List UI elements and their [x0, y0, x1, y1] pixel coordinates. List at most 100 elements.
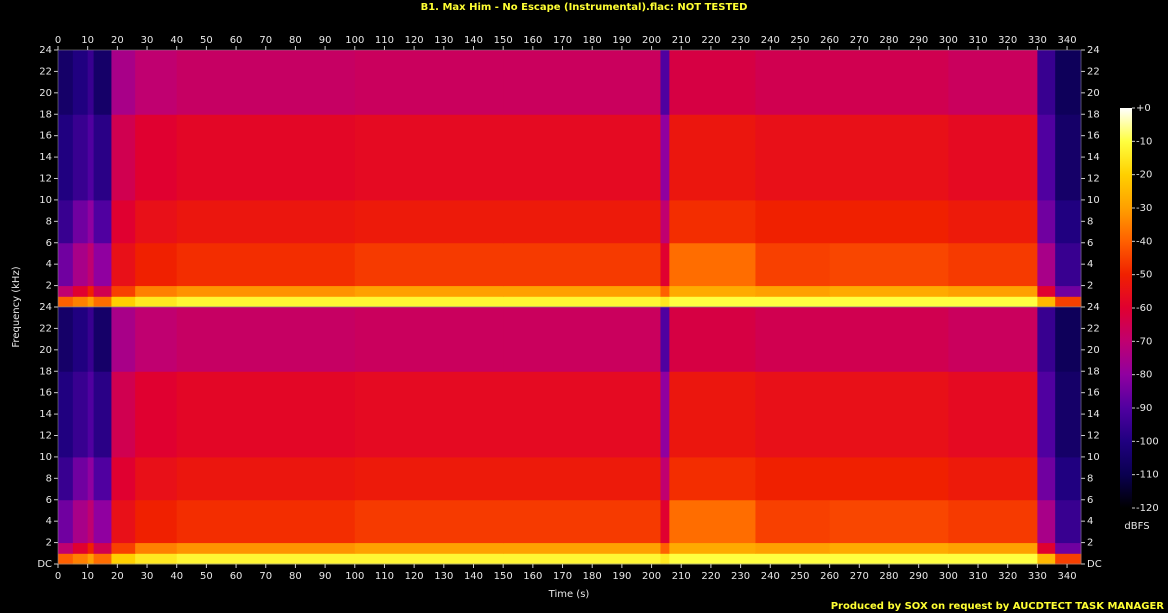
heatmap-cell	[755, 542, 831, 554]
heatmap-cell	[176, 371, 356, 458]
heatmap-cell	[660, 199, 670, 244]
heatmap-cell	[660, 50, 670, 115]
heatmap-cell	[93, 499, 112, 544]
colorbar-label: dBFS	[1124, 521, 1149, 532]
colorbar-tick-label: +0	[1136, 103, 1151, 114]
heatmap-cell	[93, 285, 112, 297]
heatmap-cell	[829, 50, 949, 115]
y-axis-label: Frequency (kHz)	[11, 266, 22, 347]
heatmap-cell	[503, 456, 661, 501]
x-tick-label: 230	[731, 571, 750, 582]
heatmap-cell	[354, 542, 504, 554]
heatmap-cell	[354, 553, 504, 565]
y-tick-label: 22	[1087, 323, 1100, 334]
x-tick-label: 140	[464, 35, 483, 46]
heatmap-cell	[72, 499, 89, 544]
heatmap-cell	[1055, 456, 1082, 501]
heatmap-cell	[503, 553, 661, 565]
heatmap-cell	[755, 456, 831, 501]
heatmap-cell	[1037, 542, 1056, 554]
x-tick-label: 260	[820, 571, 839, 582]
heatmap-cell	[755, 296, 831, 308]
heatmap-cell	[111, 296, 136, 308]
x-tick-label: 150	[494, 571, 513, 582]
colorbar-tick-label: -80	[1136, 370, 1152, 381]
x-tick-label: 160	[523, 571, 542, 582]
heatmap-cell	[1037, 553, 1056, 565]
heatmap-cell	[503, 296, 661, 308]
x-tick-label: 0	[55, 571, 61, 582]
heatmap-cell	[354, 114, 504, 201]
heatmap-cell	[1055, 542, 1082, 554]
footer: Produced by SOX on request by AUCDTECT T…	[831, 601, 1165, 612]
heatmap-cell	[135, 285, 178, 297]
x-tick-label: 110	[375, 35, 394, 46]
x-tick-label: 250	[790, 35, 809, 46]
heatmap-cell	[948, 199, 1038, 244]
y-tick-label: 4	[1087, 259, 1093, 270]
y-tick-label: DC	[1087, 559, 1102, 570]
heatmap-cell	[87, 553, 95, 565]
heatmap-cell	[58, 542, 74, 554]
colorbar-tick-label: -50	[1136, 270, 1152, 281]
y-tick-label: 18	[1087, 109, 1100, 120]
heatmap-cell	[111, 499, 136, 544]
x-tick-label: 300	[939, 571, 958, 582]
heatmap-cell	[669, 285, 756, 297]
heatmap-cell	[503, 50, 661, 115]
heatmap-cell	[93, 296, 112, 308]
x-tick-label: 70	[259, 35, 272, 46]
heatmap-cell	[135, 553, 178, 565]
heatmap-cell	[829, 296, 949, 308]
heatmap-cell	[87, 499, 95, 544]
y-tick-label: 20	[39, 345, 52, 356]
y-tick-label: 4	[1087, 516, 1093, 527]
heatmap-cell	[176, 542, 356, 554]
heatmap-cell	[354, 456, 504, 501]
heatmap-cell	[354, 50, 504, 115]
y-tick-label: 6	[46, 238, 52, 249]
y-tick-label: 22	[39, 66, 52, 77]
heatmap-cell	[1055, 50, 1082, 115]
heatmap-cell	[1055, 296, 1082, 308]
heatmap-cell	[1055, 371, 1082, 458]
heatmap-cell	[176, 499, 356, 544]
heatmap-cell	[660, 456, 670, 501]
x-tick-label: 310	[968, 35, 987, 46]
y-tick-label: 12	[39, 174, 52, 185]
heatmap-cell	[135, 542, 178, 554]
y-tick-label: 8	[46, 216, 52, 227]
heatmap-cell	[503, 499, 661, 544]
x-tick-label: 0	[55, 35, 61, 46]
heatmap-cell	[135, 199, 178, 244]
heatmap-cell	[111, 114, 136, 201]
y-tick-label: 8	[46, 473, 52, 484]
heatmap-cell	[1055, 199, 1082, 244]
heatmap-cell	[72, 542, 89, 554]
x-tick-label: 60	[230, 35, 243, 46]
plot-border	[57, 306, 1082, 565]
channel	[58, 307, 1082, 565]
heatmap-cell	[660, 499, 670, 544]
heatmap-cell	[135, 50, 178, 115]
x-tick-label: 320	[998, 571, 1017, 582]
y-tick-label: 24	[39, 45, 52, 56]
heatmap-cell	[660, 371, 670, 458]
x-tick-label: 270	[850, 571, 869, 582]
heatmap-cell	[72, 285, 89, 297]
heatmap-cell	[755, 285, 831, 297]
heatmap-cell	[176, 50, 356, 115]
heatmap-cell	[829, 542, 949, 554]
heatmap-cell	[176, 242, 356, 287]
heatmap-cell	[176, 199, 356, 244]
heatmap-cell	[669, 553, 756, 565]
x-tick-label: 150	[494, 35, 513, 46]
y-tick-label: 10	[1087, 195, 1100, 206]
y-tick-label: 22	[39, 323, 52, 334]
y-tick-label: 18	[39, 109, 52, 120]
x-tick-label: 180	[583, 35, 602, 46]
heatmap-cell	[354, 296, 504, 308]
x-tick-label: 190	[612, 571, 631, 582]
heatmap-cell	[503, 285, 661, 297]
x-tick-label: 250	[790, 571, 809, 582]
